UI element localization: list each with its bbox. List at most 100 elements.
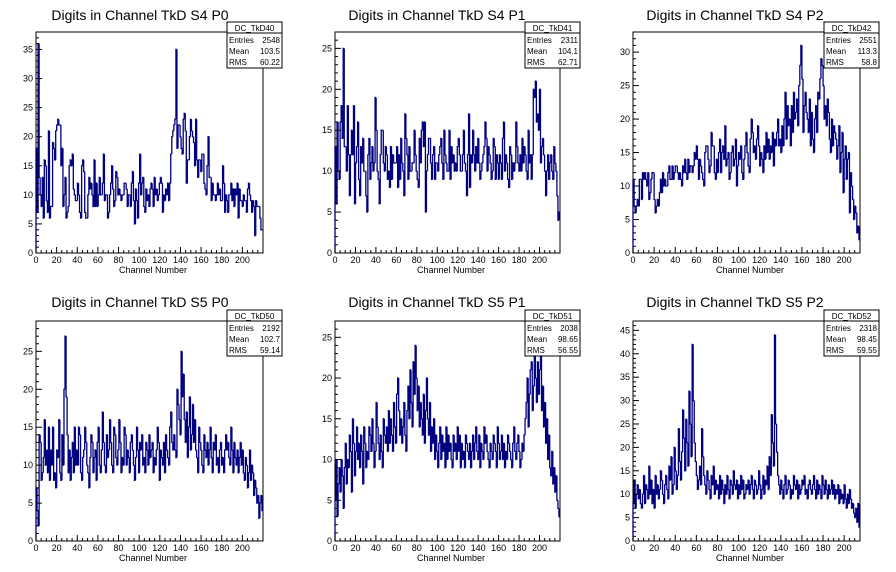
histogram-bin	[707, 145, 710, 160]
y-tick-label: 35	[620, 372, 630, 382]
histogram-bin	[658, 192, 661, 207]
x-tick-label: 0	[332, 255, 337, 265]
histogram-bin	[813, 118, 816, 153]
histogram-bin	[127, 449, 130, 459]
stats-value-mean: 98.65	[558, 335, 579, 344]
histogram-bin	[68, 165, 71, 207]
histogram-bin	[480, 170, 482, 180]
x-tick-label: 20	[649, 543, 659, 553]
histogram-bin	[730, 480, 733, 486]
histogram-bin	[380, 129, 383, 155]
histogram-bin	[85, 427, 87, 444]
histogram-bin	[98, 427, 101, 466]
histogram-bin	[83, 449, 85, 458]
histogram-bin	[135, 189, 138, 202]
histogram-bin	[131, 434, 134, 451]
histogram-bin	[650, 178, 652, 193]
histogram-bin	[757, 125, 760, 147]
histogram-bin	[84, 171, 86, 213]
histogram-bin	[160, 177, 163, 184]
histogram-bin	[426, 154, 429, 172]
x-tick-label: 0	[630, 255, 635, 265]
histogram-bin	[501, 137, 504, 180]
stats-box-frame	[226, 21, 283, 69]
x-tick-label: 40	[670, 255, 680, 265]
histogram-bin	[557, 500, 559, 510]
histogram-bin	[461, 154, 464, 172]
x-tick-label: 140	[773, 255, 788, 265]
x-tick-label: 60	[93, 255, 103, 265]
histogram-bin	[239, 189, 242, 202]
x-tick-label: 140	[173, 255, 188, 265]
histogram-bin	[510, 146, 512, 156]
x-tick-label: 80	[114, 543, 124, 553]
x-tick-label: 200	[235, 543, 250, 553]
histogram-bin	[78, 194, 81, 213]
histogram-bin	[704, 151, 706, 187]
histogram-bin	[44, 159, 47, 167]
histogram-bin	[99, 177, 102, 196]
histogram-bin	[703, 456, 705, 477]
histogram-bin	[87, 194, 89, 219]
y-tick-label: 15	[23, 422, 33, 432]
histogram-bin	[160, 449, 163, 459]
histogram-bin	[171, 412, 173, 444]
x-tick-label: 160	[194, 543, 209, 553]
stats-box: DC_TkD41 Entries 2311 Mean 104.1 RMS 62.71	[524, 21, 581, 69]
stats-name: DC_TkD41	[533, 24, 573, 33]
x-tick-label: 60	[691, 543, 701, 553]
x-tick-label: 140	[773, 543, 788, 553]
histogram-bin	[171, 136, 173, 155]
histogram-bin	[382, 130, 385, 164]
histogram-bin	[721, 151, 723, 173]
histogram-bin	[850, 172, 853, 187]
histogram-bin	[401, 138, 403, 164]
histogram-bin	[514, 162, 516, 172]
histogram-bin	[127, 194, 130, 207]
histogram-bin	[665, 179, 667, 187]
histogram-bin	[743, 158, 745, 180]
y-tick-label: 20	[23, 384, 33, 394]
x-tick-label: 180	[816, 255, 831, 265]
stats-box: DC_TkD50 Entries 2192 Mean 102.7 RMS 59.14	[226, 309, 283, 357]
histogram-bin	[172, 130, 174, 137]
histogram-bin	[649, 192, 651, 200]
x-tick-label: 160	[491, 543, 506, 553]
histogram-bin	[66, 211, 69, 219]
histogram-bin	[828, 112, 831, 140]
histogram-bin	[259, 206, 261, 219]
histogram-bin	[178, 404, 181, 421]
stats-label-rms: RMS	[826, 58, 844, 67]
histogram-bin	[542, 138, 545, 156]
histogram-bin	[78, 427, 81, 436]
histogram-bin	[259, 502, 261, 519]
histogram-bin	[516, 122, 518, 148]
histogram-bin	[444, 130, 446, 156]
histogram-bin	[505, 154, 508, 164]
histogram-bin	[481, 162, 483, 172]
x-tick-label: 200	[532, 255, 547, 265]
histogram-bin	[450, 443, 453, 461]
histogram-bin	[496, 154, 499, 164]
histogram-bin	[402, 162, 404, 172]
stats-label-rms: RMS	[527, 346, 545, 355]
histogram-bin	[42, 456, 45, 473]
histogram-bin	[143, 177, 145, 208]
stats-box-frame	[823, 309, 880, 357]
histogram-bin	[727, 475, 730, 491]
histogram-panel-2: Digits in Channel TkD S4 P10 20 40 60 80 100 1…	[322, 7, 581, 275]
histogram-bin	[208, 136, 211, 179]
histogram-bin	[446, 162, 449, 172]
histogram-bin	[155, 449, 158, 466]
histogram-bin	[685, 159, 687, 174]
histogram-bin	[645, 172, 647, 180]
stats-box-frame	[524, 21, 581, 69]
x-tick-label: 80	[412, 543, 422, 553]
y-tick-label: 0	[327, 536, 332, 546]
y-tick-label: 0	[327, 248, 332, 258]
histogram-bin	[77, 183, 80, 196]
histogram-bin	[488, 146, 491, 156]
stats-value-mean: 113.3	[858, 47, 878, 56]
stats-name: DC_TkD52	[832, 312, 872, 321]
histogram-bin	[741, 145, 743, 174]
